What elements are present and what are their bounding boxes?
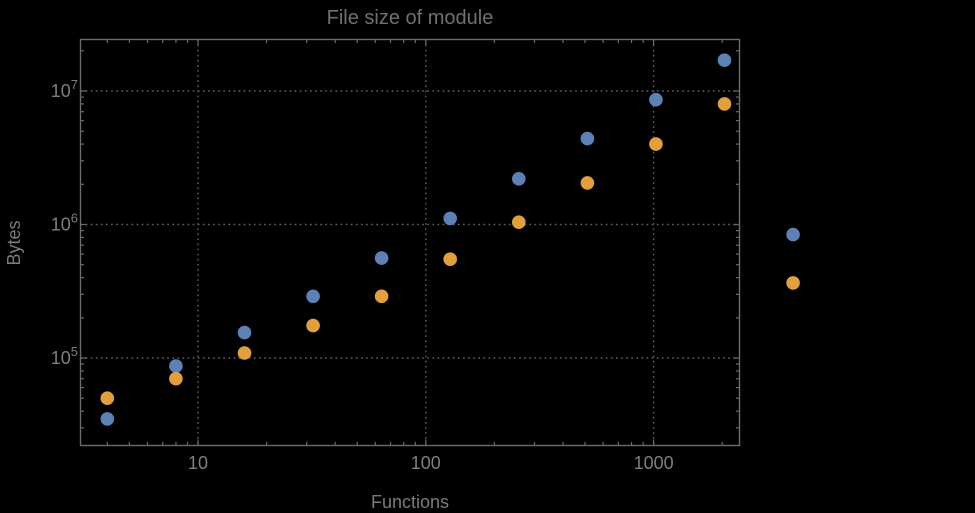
point-series-1-blue xyxy=(306,289,320,304)
x-axis-label: Functions xyxy=(371,492,449,512)
point-series-2-orange xyxy=(717,97,732,111)
point-series-1-blue xyxy=(374,251,389,265)
point-series-1-blue xyxy=(237,325,252,340)
plot-frame xyxy=(79,38,741,447)
x-tick-label: 1000 xyxy=(634,453,674,473)
point-series-2-orange xyxy=(580,176,595,190)
point-series-1-blue xyxy=(649,92,663,107)
point-series-1-blue xyxy=(717,53,732,67)
point-series-2-orange xyxy=(649,137,663,151)
y-tick-label: 107 xyxy=(51,77,78,101)
point-series-2-orange xyxy=(237,346,252,360)
x-tick-label: 100 xyxy=(411,453,441,473)
point-series-2-orange xyxy=(169,371,183,386)
point-series-2-orange xyxy=(374,289,389,304)
point-series-1-blue xyxy=(580,131,595,146)
point-series-2-orange xyxy=(100,391,115,406)
point-series-1-blue xyxy=(786,227,800,242)
point-series-1-blue xyxy=(100,412,115,426)
y-axis-label: Bytes xyxy=(4,220,24,265)
point-series-2-orange xyxy=(443,252,458,266)
gridlines xyxy=(80,39,740,446)
point-series-1-blue xyxy=(512,172,526,186)
point-series-1-blue xyxy=(443,211,458,226)
x-tick-label: 10 xyxy=(188,453,208,473)
data-points xyxy=(100,53,800,426)
point-series-2-orange xyxy=(786,276,800,290)
tick-labels: 10 100 1000 105 106 107 xyxy=(51,77,674,473)
point-series-2-orange xyxy=(306,318,320,333)
frame-border xyxy=(79,38,741,447)
y-tick-label: 106 xyxy=(51,211,78,235)
y-tick-label: 105 xyxy=(51,344,78,368)
point-series-2-orange xyxy=(512,215,526,229)
chart-title: File size of module xyxy=(327,7,494,29)
point-series-1-blue xyxy=(169,359,183,373)
